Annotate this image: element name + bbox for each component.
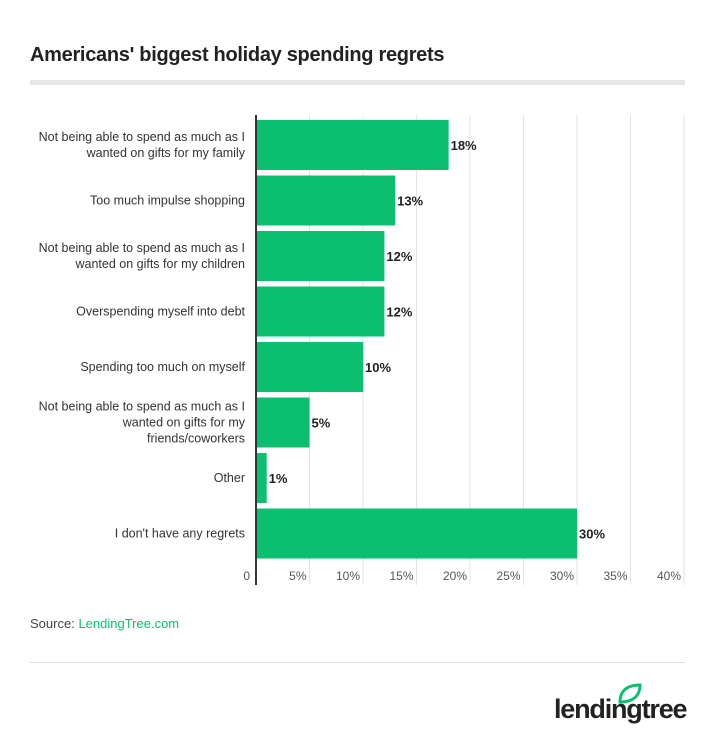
x-tick-label: 15% [389,569,413,583]
chart-title: Americans' biggest holiday spending regr… [30,44,445,66]
bar [256,508,577,559]
category-label-line: Not being able to spend as much as I [39,130,245,144]
bar [256,342,363,392]
category-label-line: Not being able to spend as much as I [39,400,245,414]
category-label: Spending too much on myself [80,360,245,374]
x-tick-label: 40% [657,569,681,583]
data-label: 12% [386,305,412,320]
source-note: Source: LendingTree.com [30,616,179,631]
x-tick-label: 25% [496,569,520,583]
category-label: Not being able to spend as much as I want… [39,241,245,271]
category-label: Too much impulse shopping [90,194,245,208]
category-label-line: I don't have any regrets [115,527,245,541]
data-label: 30% [579,527,605,542]
category-label: Overspending myself into debt [76,305,245,319]
logo-text: lendingtree [554,694,688,724]
category-label-line: Overspending myself into debt [76,305,245,319]
category-label: I don't have any regrets [115,527,245,541]
category-label-line: Other [214,471,245,485]
source-link[interactable]: LendingTree.com [78,616,180,631]
x-tick-label: 20% [443,569,467,583]
category-label-line: Too much impulse shopping [90,194,245,208]
x-tick-label: 5% [289,569,307,583]
category-label-line: Spending too much on myself [80,360,245,374]
data-label: 5% [312,416,331,431]
bar-chart: 0 5% 10% 15% 20% 25% 30% 35% 40% 18% Not being abl… [39,115,685,585]
leaf-icon [618,683,642,704]
category-label: Not being able to spend as much as I want… [39,130,246,160]
footer-divider [30,662,685,663]
bar [256,397,310,448]
title-divider [30,80,685,85]
data-label: 13% [397,194,423,209]
source-label: Source: [30,616,75,631]
lendingtree-logo: lendingtree [554,682,688,726]
data-label: 1% [269,471,288,486]
category-label: Other [214,471,245,485]
category-label-line: wanted on gifts for my children [74,257,245,271]
bar [256,453,267,503]
category-label-line: wanted on gifts for my [122,416,246,430]
bar [256,120,449,170]
category-label-line: friends/coworkers [147,432,245,446]
data-label: 12% [386,249,412,264]
x-tick-label: 10% [336,569,360,583]
data-label: 18% [451,138,477,153]
bar [256,175,396,226]
category-label: Not being able to spend as much as I want… [39,400,246,446]
bar [256,231,385,281]
category-label-line: Not being able to spend as much as I [39,241,245,255]
bar [256,286,385,337]
x-tick-label: 35% [603,569,627,583]
data-label: 10% [365,360,391,375]
category-label-line: wanted on gifts for my family [86,146,246,160]
x-tick-label: 30% [550,569,574,583]
x-tick-label: 0 [243,569,250,583]
